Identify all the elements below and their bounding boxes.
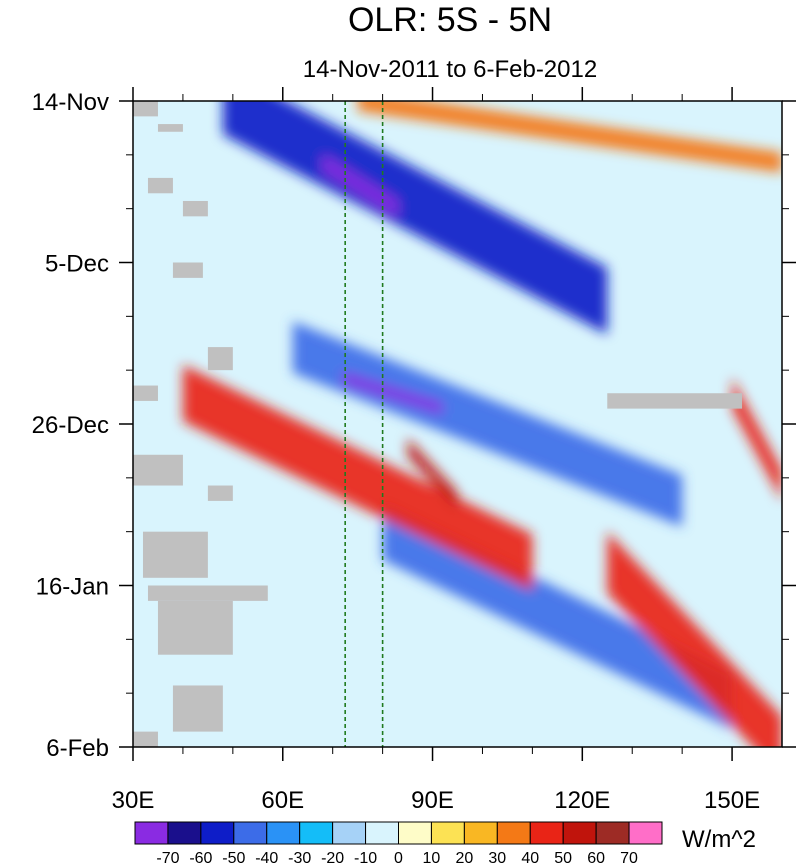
colorbar-label: 60 — [587, 850, 605, 863]
y-tick-label: 6-Feb — [46, 735, 109, 762]
colorbar-label: 0 — [394, 850, 403, 863]
colorbar-label: 40 — [521, 850, 539, 863]
colorbar-swatch — [134, 821, 169, 845]
colorbar-swatch — [463, 821, 498, 845]
colorbar: -70 -60 -50 -40 -30 -20 -10 0 10 20 30 40 50 60 70 — [134, 821, 663, 863]
missing-data-cell — [133, 731, 158, 747]
colorbar-label: -60 — [189, 850, 212, 863]
x-tick-label: 150E — [704, 787, 760, 814]
y-tick-label: 14-Nov — [32, 89, 109, 116]
colorbar-swatch — [430, 821, 465, 845]
missing-data-cell — [147, 585, 268, 601]
colorbar-swatch — [398, 821, 432, 845]
colorbar-label: -70 — [156, 850, 179, 863]
feature-negative-band-2 — [292, 321, 683, 527]
y-tick-label: 16-Jan — [36, 574, 109, 601]
feature-positive-core-1 — [407, 438, 458, 510]
colorbar-label: -30 — [288, 850, 311, 863]
colorbar-swatch — [529, 821, 564, 845]
anomaly-features — [182, 101, 782, 747]
missing-data-cell — [607, 393, 743, 409]
colorbar-label: 10 — [423, 850, 441, 863]
feature-negative-core-2 — [342, 371, 443, 415]
colorbar-units: W/m^2 — [682, 826, 756, 853]
colorbar-swatch — [167, 821, 202, 845]
chart-title: OLR: 5S - 5N — [347, 1, 553, 39]
colorbar-swatch — [595, 821, 630, 845]
x-tick-label: 30E — [112, 787, 155, 814]
missing-data-cell — [207, 485, 233, 501]
missing-data-cell — [157, 600, 233, 655]
x-tick-label: 120E — [554, 787, 610, 814]
missing-data-cell — [182, 200, 208, 217]
colorbar-label: -40 — [255, 850, 278, 863]
feature-positive-east — [732, 377, 782, 501]
missing-data-cell — [172, 685, 223, 732]
feature-negative-core-1 — [322, 154, 398, 217]
feature-positive-band-2 — [357, 101, 782, 173]
feature-negative-band-1 — [222, 101, 608, 335]
colorbar-swatch — [365, 821, 399, 845]
colorbar-label: 20 — [455, 850, 473, 863]
missing-data-cell — [142, 531, 208, 578]
missing-data-cell — [157, 124, 183, 132]
chart-subtitle: 14-Nov-2011 to 6-Feb-2012 — [302, 56, 598, 83]
reference-lines — [344, 101, 384, 747]
feature-positive-band-1 — [182, 365, 533, 591]
colorbar-swatch — [496, 821, 531, 845]
missing-data-layer — [133, 101, 743, 747]
colorbar-swatch — [562, 821, 597, 845]
colorbar-label: -50 — [222, 850, 245, 863]
missing-data-cell — [207, 347, 233, 371]
x-tick-label: 90E — [411, 787, 454, 814]
x-tick-label: 60E — [261, 787, 304, 814]
heatmap-field — [133, 101, 782, 747]
colorbar-swatch — [299, 821, 334, 845]
colorbar-swatch — [233, 821, 268, 845]
missing-data-cell — [133, 454, 183, 486]
missing-data-cell — [133, 385, 158, 401]
colorbar-label: 70 — [620, 850, 638, 863]
missing-data-cell — [133, 101, 158, 117]
colorbar-swatch — [332, 821, 367, 845]
colorbar-swatch — [628, 821, 663, 845]
y-tick-label: 5-Dec — [45, 251, 109, 278]
missing-data-cell — [147, 177, 173, 194]
y-tick-label: 26-Dec — [32, 412, 109, 439]
colorbar-swatch — [200, 821, 235, 845]
colorbar-label: 30 — [488, 850, 506, 863]
colorbar-label: -10 — [354, 850, 377, 863]
colorbar-label: 50 — [554, 850, 572, 863]
colorbar-swatch — [266, 821, 301, 845]
missing-data-cell — [172, 262, 203, 278]
feature-positive-band-3 — [607, 531, 782, 747]
colorbar-label: -20 — [321, 850, 344, 863]
